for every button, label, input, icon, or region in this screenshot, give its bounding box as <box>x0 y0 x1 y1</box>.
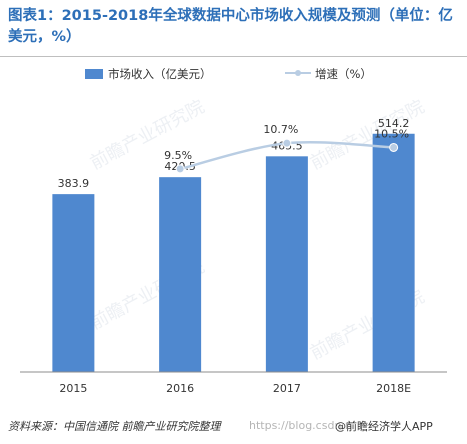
legend-bar-label: 市场收入（亿美元） <box>108 67 212 81</box>
growth-point-2016 <box>175 164 185 174</box>
x-tick-label: 2017 <box>273 382 301 395</box>
growth-point-2018E <box>389 142 399 152</box>
bar-2017 <box>265 156 308 372</box>
bar-2018E <box>372 133 415 372</box>
chart-title: 图表1：2015-2018年全球数据中心市场收入规模及预测（单位：亿美元，%） <box>8 8 453 45</box>
title-separator <box>0 56 467 57</box>
bar-value-label: 383.9 <box>58 177 90 190</box>
x-tick-label: 2016 <box>166 382 194 395</box>
bar-2016 <box>159 177 202 372</box>
growth-value-label: 9.5% <box>164 149 192 162</box>
growth-point-2017 <box>282 138 292 148</box>
legend-line-swatch <box>285 70 311 76</box>
url-watermark: https://blog.csdn.n <box>249 419 352 432</box>
bar-value-label: 514.2 <box>378 117 410 130</box>
source-note: 资料来源：中国信通院 前瞻产业研究院整理 <box>8 420 221 433</box>
growth-value-label: 10.7% <box>263 123 298 136</box>
x-tick-label: 2018E <box>376 382 411 395</box>
x-tick-label: 2015 <box>59 382 87 395</box>
growth-value-label: 10.5% <box>374 127 409 140</box>
bar-2015 <box>52 194 95 372</box>
legend-line-label: 增速（%） <box>315 67 372 81</box>
credit-note: @前瞻经济学人APP <box>335 420 433 433</box>
legend-bar-swatch <box>85 69 103 79</box>
